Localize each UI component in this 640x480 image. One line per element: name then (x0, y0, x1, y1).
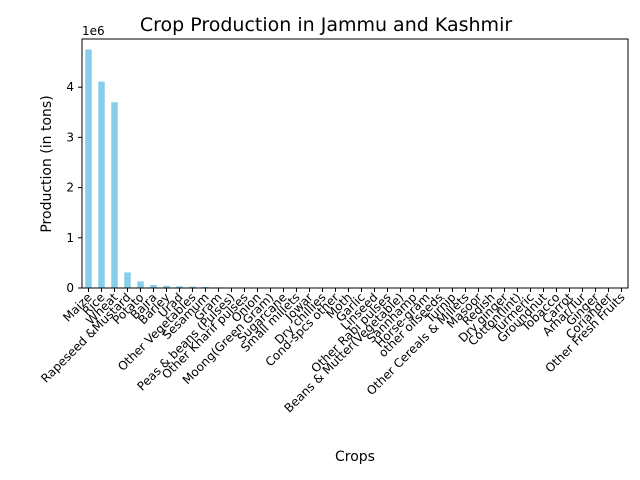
bar-bajra (150, 284, 157, 288)
bar-wheat (111, 102, 118, 288)
plot-frame (81, 38, 629, 289)
y-axis-offset-label: 1e6 (82, 24, 105, 38)
y-tick-label: 3 (66, 130, 74, 144)
y-tick-label: 0 (66, 281, 74, 295)
bar-sesamum (202, 286, 209, 288)
bar-rice (98, 81, 105, 288)
bar-other-vegetables (189, 286, 196, 288)
bar-urad (176, 286, 183, 288)
y-tick-label: 2 (66, 181, 74, 195)
bar-potato (137, 281, 144, 288)
bars-group (85, 49, 586, 288)
chart-title: Crop Production in Jammu and Kashmir (140, 14, 512, 36)
y-tick-label: 4 (66, 80, 74, 94)
bar-maize (85, 49, 92, 288)
y-axis-ticks: 0 1 2 3 4 (66, 80, 82, 295)
bar-barley (163, 285, 170, 288)
y-tick-label: 1 (66, 231, 74, 245)
x-axis-title: Crops (335, 449, 375, 465)
bar-rapeseed-mustard (124, 272, 131, 288)
y-axis-title: Production (in tons) (39, 95, 55, 232)
